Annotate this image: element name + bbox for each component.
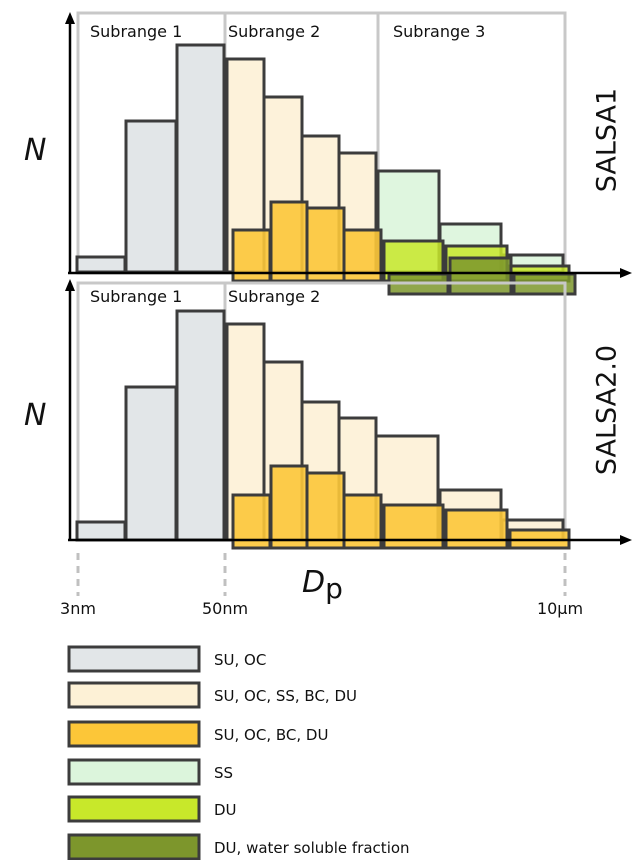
panel-salsa1: Subrange 1 Subrange 2 Subrange 3: [24, 11, 632, 296]
panel-salsa2: Subrange 1 Subrange 2 N SALSA2.0: [24, 279, 632, 550]
subrange-2-label: Subrange 2: [228, 287, 320, 306]
x-axis-label: Dp: [302, 565, 343, 605]
y-axis-arrow: [65, 279, 75, 291]
x-axis-labels: 3nm 50nm 10µm Dp: [60, 553, 583, 618]
bin-su-oc-bc-du: [269, 464, 309, 550]
legend-swatch-su-oc: [67, 645, 201, 673]
legend-swatch-ss: [67, 758, 201, 786]
x-axis-label-sub: p: [325, 572, 343, 605]
bin-su-oc: [124, 385, 178, 542]
y-axis-label: N: [24, 133, 46, 168]
legend-label-su-oc-bc-du: SU, OC, BC, DU: [214, 726, 328, 744]
x-axis-arrow: [620, 268, 632, 278]
y-axis-arrow: [65, 12, 75, 24]
subrange-2-label: Subrange 2: [228, 22, 320, 41]
bin-su-oc: [124, 119, 178, 274]
bin-su-oc-bc-du: [305, 206, 346, 283]
bin-su-oc: [75, 255, 127, 274]
panel-title-salsa2: SALSA2.0: [592, 345, 623, 475]
legend-label-su-oc: SU, OC: [214, 651, 266, 669]
tick-label-50nm: 50nm: [202, 599, 248, 618]
legend-label-su-oc-ss-bc-du: SU, OC, SS, BC, DU: [214, 687, 357, 705]
bin-su-oc-bc-du: [269, 200, 309, 283]
panel-title-salsa1: SALSA1: [592, 88, 623, 192]
subrange-3-label: Subrange 3: [393, 22, 485, 41]
legend-swatch-su-oc-ss-bc-du: [67, 681, 201, 709]
bin-su-oc-bc-du: [305, 471, 346, 550]
tick-label-3nm: 3nm: [60, 599, 96, 618]
bin-su-oc: [175, 43, 226, 274]
bin-su-oc-bc-du: [382, 503, 445, 550]
subrange-1-label: Subrange 1: [90, 287, 182, 306]
legend-swatch-du-water-soluble: [67, 833, 201, 860]
bin-du-water-soluble: [448, 256, 513, 296]
y-axis-label: N: [24, 398, 46, 433]
bin-su-oc: [75, 520, 127, 542]
x-axis-label-main: D: [302, 565, 325, 600]
legend-label-ss: SS: [214, 764, 233, 782]
tick-label-10um: 10µm: [537, 599, 583, 618]
bin-su-oc: [175, 309, 226, 542]
x-axis-arrow: [620, 535, 632, 545]
legend-labels: SU, OC SU, OC, SS, BC, DU SU, OC, BC, DU…: [214, 651, 410, 857]
subrange-1-label: Subrange 1: [90, 22, 182, 41]
bin-su-oc-bc-du: [444, 508, 509, 550]
legend-label-du: DU: [214, 801, 237, 819]
legend-swatch-du: [67, 795, 201, 823]
legend-label-du-water-soluble: DU, water soluble fraction: [214, 839, 410, 857]
legend: [67, 645, 201, 860]
legend-swatch-su-oc-bc-du: [67, 720, 201, 748]
